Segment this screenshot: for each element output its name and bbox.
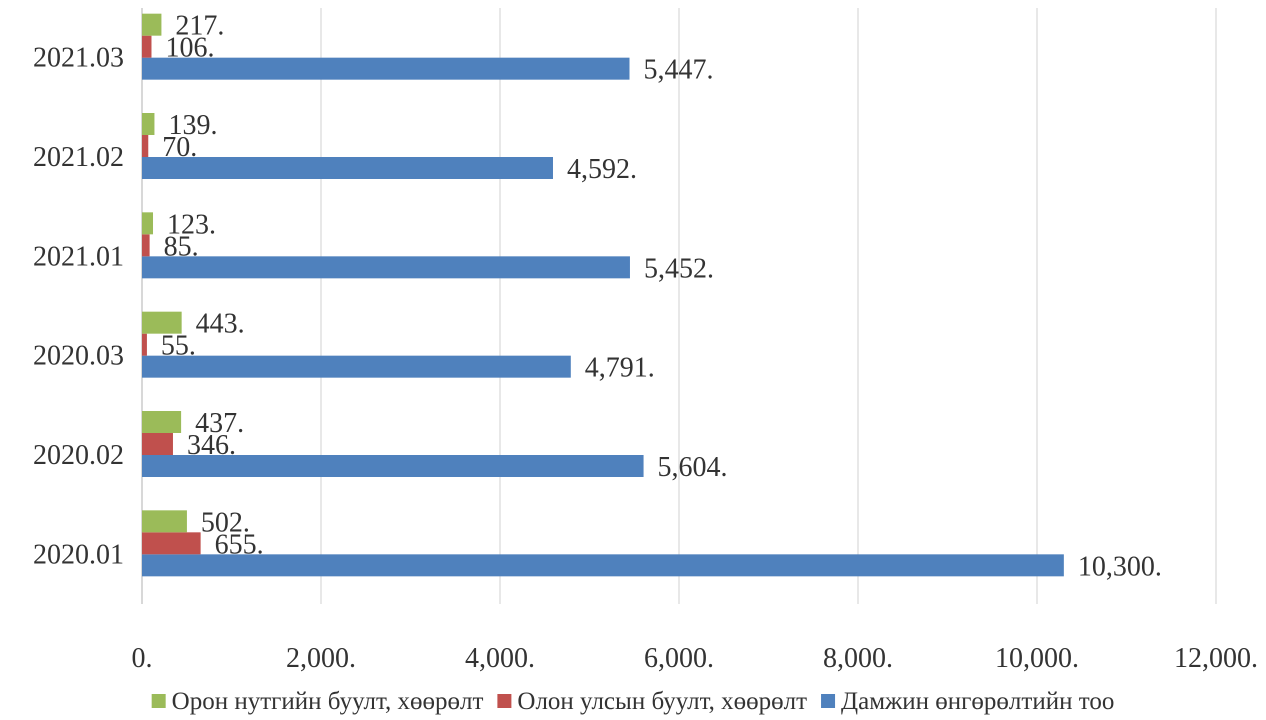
x-tick-label-4: 8,000. — [823, 643, 893, 674]
x-tick-label-3: 6,000. — [644, 643, 714, 674]
data-label-2021.01-series-0: 5,452. — [644, 253, 714, 284]
legend: Орон нутгийн буулт, хөөрөлт Олон улсын бу… — [152, 688, 1115, 715]
bar-2021.03-series-1 — [142, 36, 151, 58]
bar-2020.03-series-0 — [142, 356, 571, 378]
bar-2021.01-series-1 — [142, 234, 150, 256]
data-label-2021.02-series-0: 4,592. — [567, 154, 637, 185]
bar-2021.02-series-1 — [142, 135, 148, 157]
data-label-2020.01-series-2: 502. — [201, 507, 250, 538]
data-label-2021.02-series-2: 139. — [168, 110, 217, 141]
category-labels: 2020.01 2020.02 2020.03 2021.01 2021.02 2021.… — [33, 43, 124, 571]
bar-2020.01-series-1 — [142, 532, 201, 554]
gridlines — [142, 8, 1216, 604]
x-tick-label-0: 0. — [132, 643, 153, 674]
bar-2021.03-series-0 — [142, 58, 630, 80]
x-tick-label-2: 4,000. — [465, 643, 535, 674]
legend-swatch-2 — [152, 694, 166, 708]
data-label-2021.03-series-0: 5,447. — [644, 55, 714, 86]
bar-2021.02-series-0 — [142, 157, 553, 179]
category-label-2020.02: 2020.02 — [33, 440, 124, 471]
x-tick-label-6: 12,000. — [1174, 643, 1258, 674]
category-label-2020.03: 2020.03 — [33, 341, 124, 372]
bar-2020.02-series-1 — [142, 433, 173, 455]
bar-2020.03-series-1 — [142, 334, 147, 356]
bar-2020.01-series-2 — [142, 510, 187, 532]
data-label-2020.03-series-0: 4,791. — [585, 353, 655, 384]
legend-swatch-0 — [821, 694, 835, 708]
data-label-2020.01-series-0: 10,300. — [1078, 551, 1162, 582]
data-label-2020.03-series-2: 443. — [196, 309, 245, 340]
bar-2020.02-series-2 — [142, 411, 181, 433]
x-tick-label-5: 10,000. — [995, 643, 1079, 674]
legend-swatch-1 — [497, 694, 511, 708]
data-label-2021.01-series-2: 123. — [167, 209, 216, 240]
data-label-2020.02-series-0: 5,604. — [658, 452, 728, 483]
x-tick-label-1: 2,000. — [286, 643, 356, 674]
legend-label-2: Орон нутгийн буулт, хөөрөлт — [172, 688, 484, 715]
data-label-2021.03-series-2: 217. — [175, 11, 224, 42]
category-label-2021.03: 2021.03 — [33, 43, 124, 74]
bar-2020.01-series-0 — [142, 554, 1064, 576]
data-labels: 10,300.5,604.4,791.5,452.4,592.5,447.655… — [161, 11, 1162, 583]
category-label-2021.02: 2021.02 — [33, 142, 124, 173]
bars — [142, 14, 1064, 577]
x-axis-tick-labels: 0. 2,000. 4,000. 6,000. 8,000. 10,000. 12,000. — [132, 643, 1259, 674]
bar-2021.01-series-0 — [142, 256, 630, 278]
category-label-2020.01: 2020.01 — [33, 539, 124, 570]
category-label-2021.01: 2021.01 — [33, 241, 124, 272]
bar-2021.01-series-2 — [142, 212, 153, 234]
bar-2021.03-series-2 — [142, 14, 161, 36]
bar-2021.02-series-2 — [142, 113, 154, 135]
data-label-2020.02-series-2: 437. — [195, 408, 244, 439]
legend-label-1: Олон улсын буулт, хөөрөлт — [517, 688, 807, 715]
data-label-2020.03-series-1: 55. — [161, 331, 196, 362]
legend-label-0: Дамжин өнгөрөлтийн тоо — [841, 688, 1114, 715]
